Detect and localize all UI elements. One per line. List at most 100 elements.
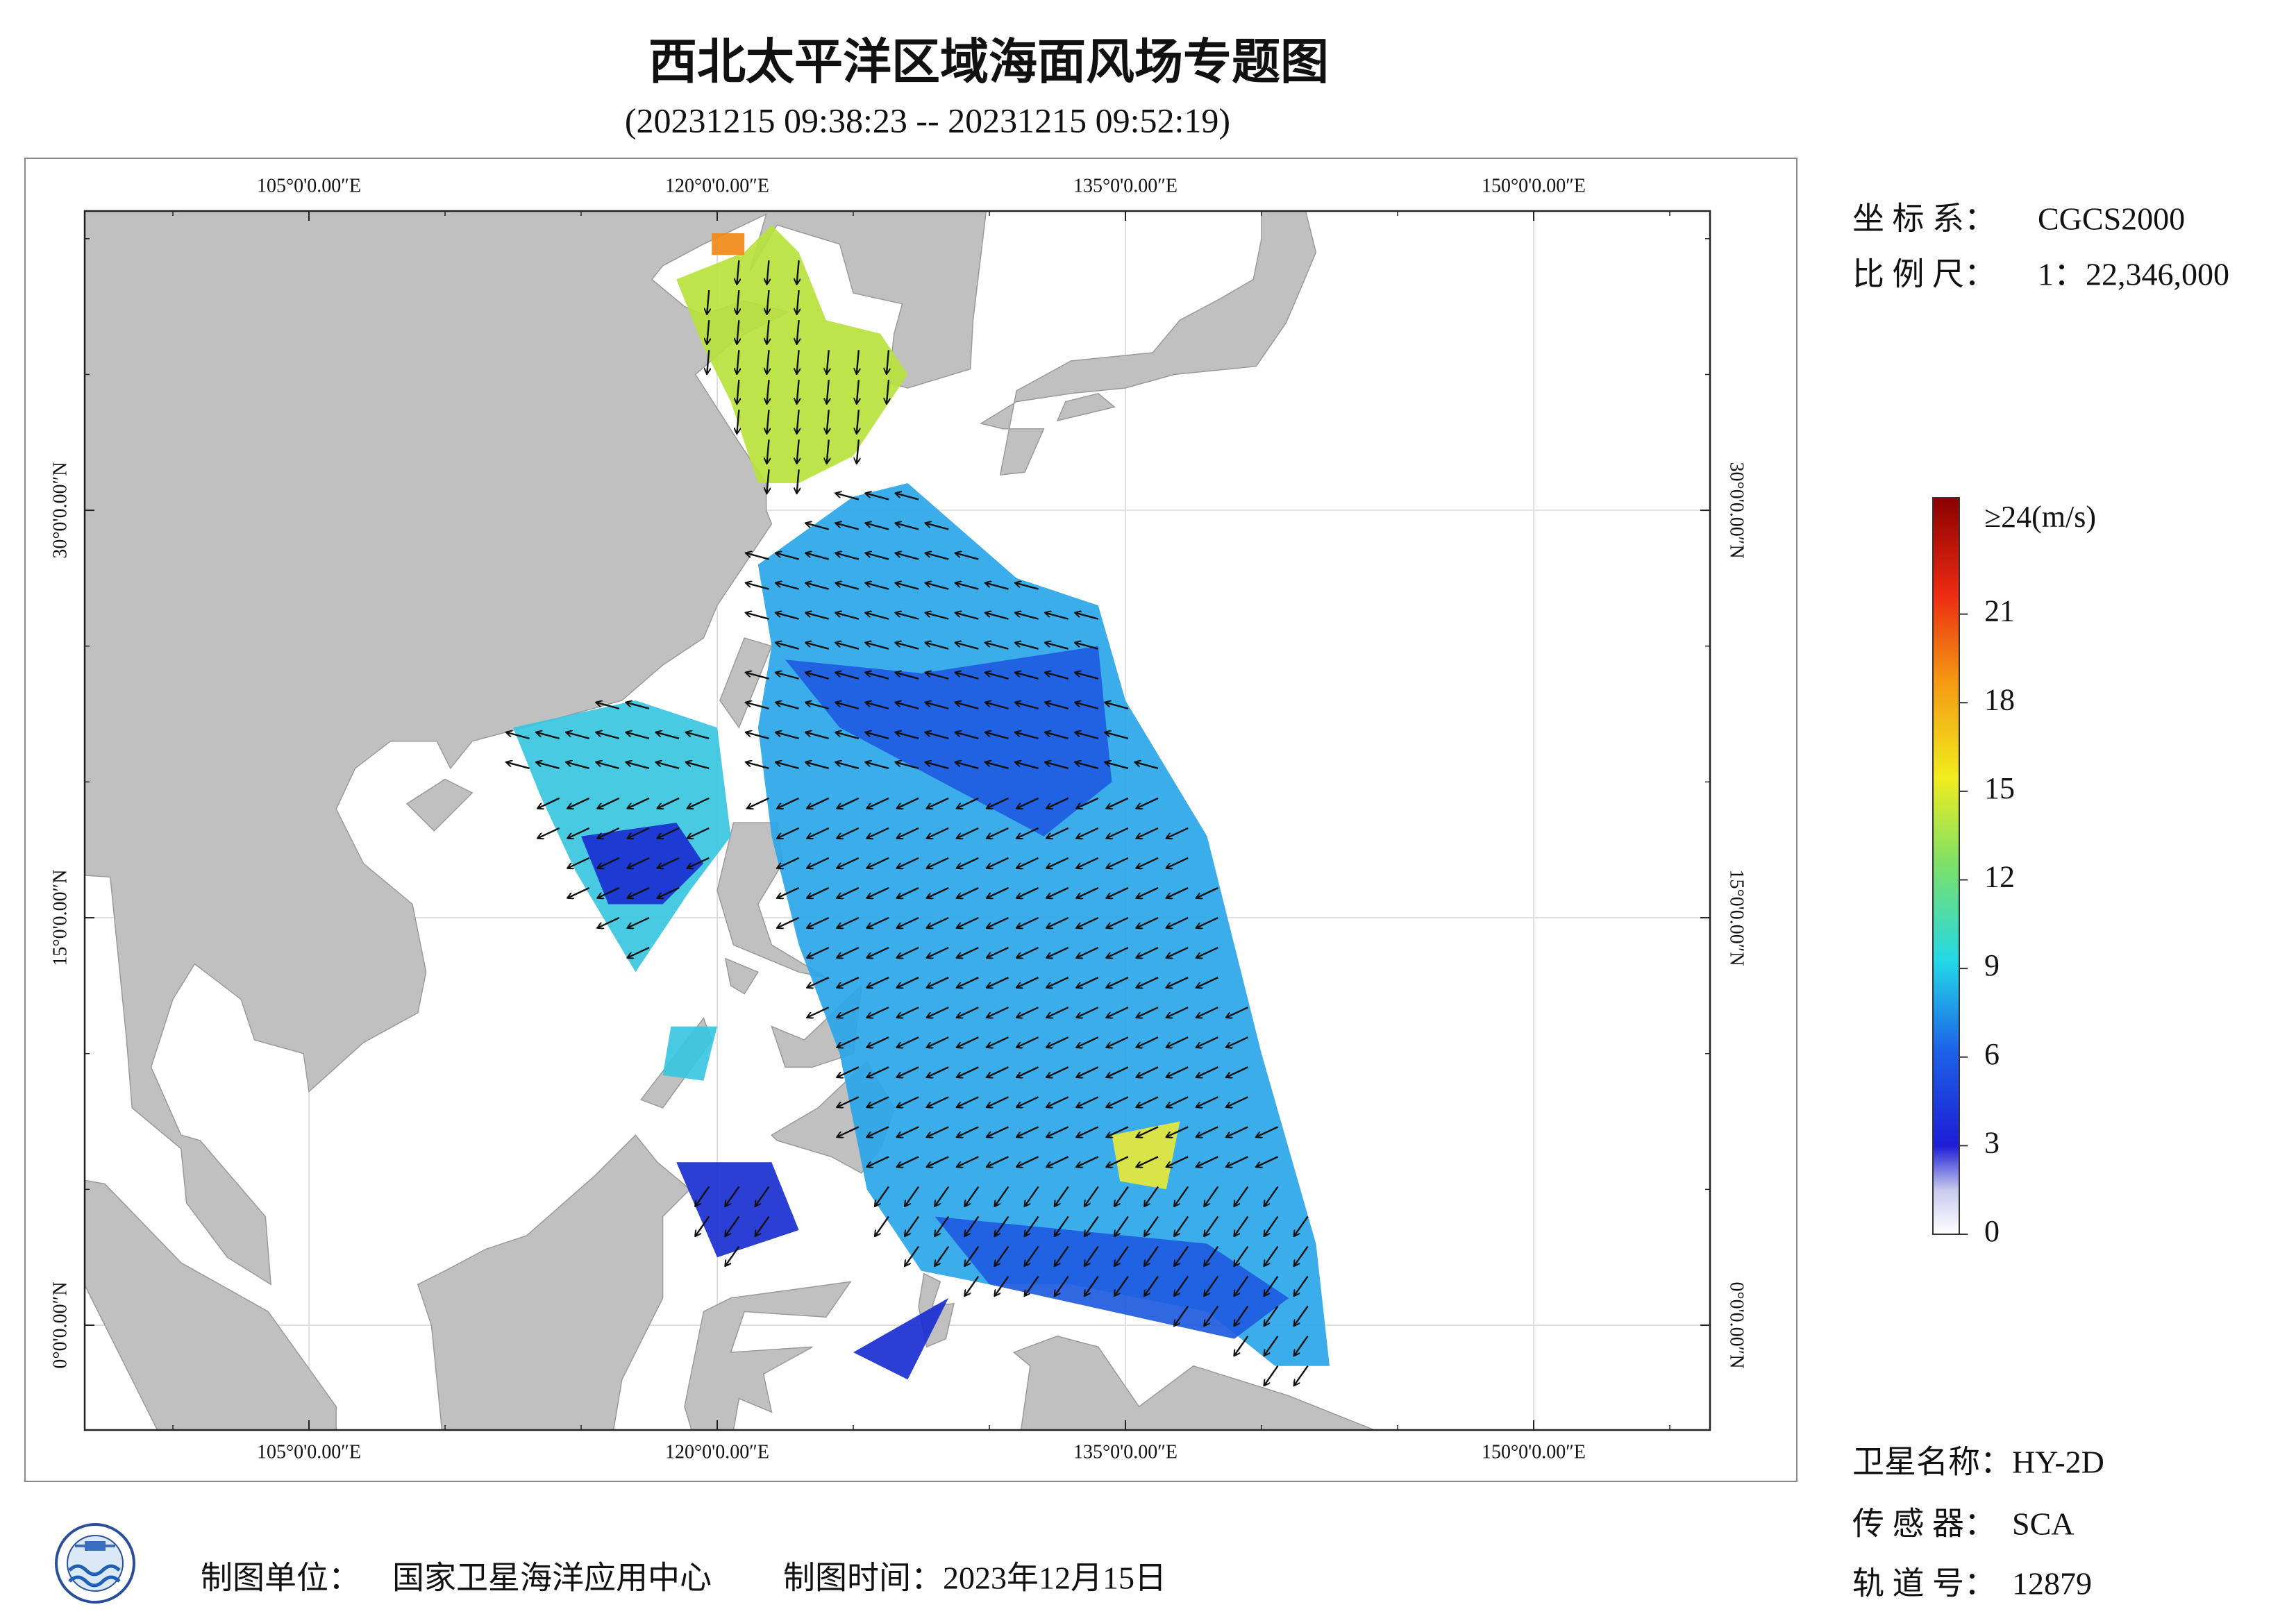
landmass bbox=[724, 957, 759, 995]
wind-arrow bbox=[726, 1245, 740, 1266]
subtitle: (20231215 09:38:23 -- 20231215 09:52:19) bbox=[625, 101, 1230, 140]
wind-arrow bbox=[1264, 1305, 1279, 1326]
wind-arrow bbox=[1205, 1186, 1219, 1206]
wind-arrow bbox=[507, 762, 530, 769]
wind-arrow bbox=[867, 857, 889, 868]
colorbar-label: 18 bbox=[1984, 682, 2015, 716]
wind-arrow bbox=[657, 857, 680, 868]
wind-arrow bbox=[1047, 1066, 1069, 1077]
wind-arrow bbox=[1016, 613, 1039, 620]
wind-arrow bbox=[776, 762, 799, 769]
wind-arrow bbox=[1114, 1275, 1129, 1296]
wind-arrow bbox=[1016, 673, 1039, 680]
wind-arrow bbox=[957, 977, 979, 987]
wind-arrow bbox=[837, 977, 860, 987]
wind-arrow bbox=[1017, 1096, 1039, 1107]
wind-arrow bbox=[927, 827, 949, 838]
landmass bbox=[1262, 90, 1411, 190]
wind-arrow bbox=[925, 703, 949, 709]
wind-arrow bbox=[987, 857, 1009, 868]
wind-arrow bbox=[1017, 1036, 1039, 1047]
wind-arrow bbox=[896, 523, 919, 530]
wind-arrow bbox=[1107, 1007, 1129, 1017]
wind-arrow bbox=[1107, 916, 1129, 927]
colorbar: ≥24(m/s) 0 3 6 9 12 15 18 21 bbox=[1932, 497, 2096, 1248]
sensor: SCA bbox=[2012, 1506, 2074, 1542]
colorbar-label: 6 bbox=[1984, 1037, 2000, 1071]
wind-arrow bbox=[807, 947, 830, 957]
wind-arrow bbox=[955, 583, 979, 590]
wind-arrow bbox=[1264, 1275, 1279, 1296]
wind-arrow bbox=[866, 732, 889, 739]
wind-arrow bbox=[1107, 1096, 1129, 1107]
wind-arrow bbox=[827, 350, 829, 373]
wind-arrow bbox=[1105, 762, 1129, 769]
wind-arrow bbox=[1107, 797, 1129, 808]
wind-arrow bbox=[687, 857, 710, 868]
wind-arrow bbox=[1017, 1007, 1039, 1017]
unit-label: 制图单位： bbox=[201, 1561, 360, 1596]
wind-arrow bbox=[857, 380, 859, 403]
wind-arrow bbox=[957, 947, 979, 957]
colorbar-ramp bbox=[1932, 497, 1960, 1235]
wind-arrow bbox=[1196, 886, 1218, 898]
wind-arrow bbox=[1145, 1186, 1159, 1206]
wind-arrow bbox=[1137, 977, 1159, 987]
wind-arrow bbox=[1175, 1275, 1189, 1296]
wind-arrow bbox=[1017, 947, 1039, 957]
crs: CGCS2000 bbox=[2038, 201, 2185, 237]
wind-arrow bbox=[737, 260, 739, 284]
wind-arrow bbox=[925, 583, 949, 590]
wind-arrow bbox=[1264, 1216, 1279, 1236]
wind-arrow bbox=[1055, 1275, 1069, 1296]
wind-arrow bbox=[897, 886, 919, 898]
wind-arrow bbox=[1166, 1126, 1189, 1136]
wind-arrow bbox=[1077, 886, 1099, 898]
colorbar-label: 12 bbox=[1984, 860, 2015, 894]
wind-arrow bbox=[797, 469, 799, 493]
wind-arrow bbox=[778, 797, 800, 808]
map-frame bbox=[24, 158, 1798, 1482]
wind-arrow bbox=[778, 916, 800, 927]
wind-arrow bbox=[957, 1066, 979, 1077]
wind-arrow bbox=[1016, 762, 1039, 769]
wind-arrow bbox=[1234, 1245, 1249, 1266]
wind-arrow bbox=[986, 673, 1009, 680]
wind-arrow bbox=[1075, 673, 1099, 680]
wind-arrow bbox=[925, 523, 949, 530]
wind-arrow bbox=[1077, 857, 1099, 868]
wind-arrow bbox=[746, 613, 769, 620]
wind-arrow bbox=[755, 1186, 770, 1206]
wind-arrow bbox=[568, 857, 590, 868]
wind-arrow bbox=[1047, 1126, 1069, 1136]
wind-arrow bbox=[867, 886, 889, 898]
wind-arrow bbox=[1137, 1126, 1159, 1136]
wind-arrow bbox=[1016, 583, 1039, 590]
wind-arrow bbox=[897, 1096, 919, 1107]
wind-arrow bbox=[767, 260, 769, 284]
wind-arrow bbox=[537, 732, 560, 739]
wind-arrow bbox=[806, 643, 830, 650]
wind-arrow bbox=[1175, 1245, 1189, 1266]
wind-arrow bbox=[866, 673, 889, 680]
wind-arrow bbox=[1196, 1096, 1218, 1107]
wind-arrow bbox=[1016, 643, 1039, 650]
wind-arrow bbox=[737, 350, 739, 373]
wind-arrow bbox=[1166, 1007, 1189, 1017]
wind-arrow bbox=[1227, 1096, 1248, 1107]
wind-arrow bbox=[657, 827, 680, 838]
title: 西北太平洋区域海面风场专题图 bbox=[648, 33, 1329, 90]
wind-arrow bbox=[776, 643, 799, 650]
wind-arrow bbox=[1175, 1305, 1189, 1326]
wind-arrow bbox=[628, 886, 650, 898]
wind-arrow bbox=[598, 797, 620, 808]
wind-arrow bbox=[807, 827, 830, 838]
wind-arrow bbox=[1294, 1305, 1309, 1326]
wind-arrow bbox=[927, 886, 949, 898]
wind-patch bbox=[785, 646, 1112, 836]
wind-arrow bbox=[1234, 1186, 1249, 1206]
wind-arrow bbox=[875, 1216, 889, 1236]
wind-arrow bbox=[778, 857, 800, 868]
wind-arrow bbox=[965, 1186, 980, 1206]
wind-arrow bbox=[1166, 1066, 1189, 1077]
